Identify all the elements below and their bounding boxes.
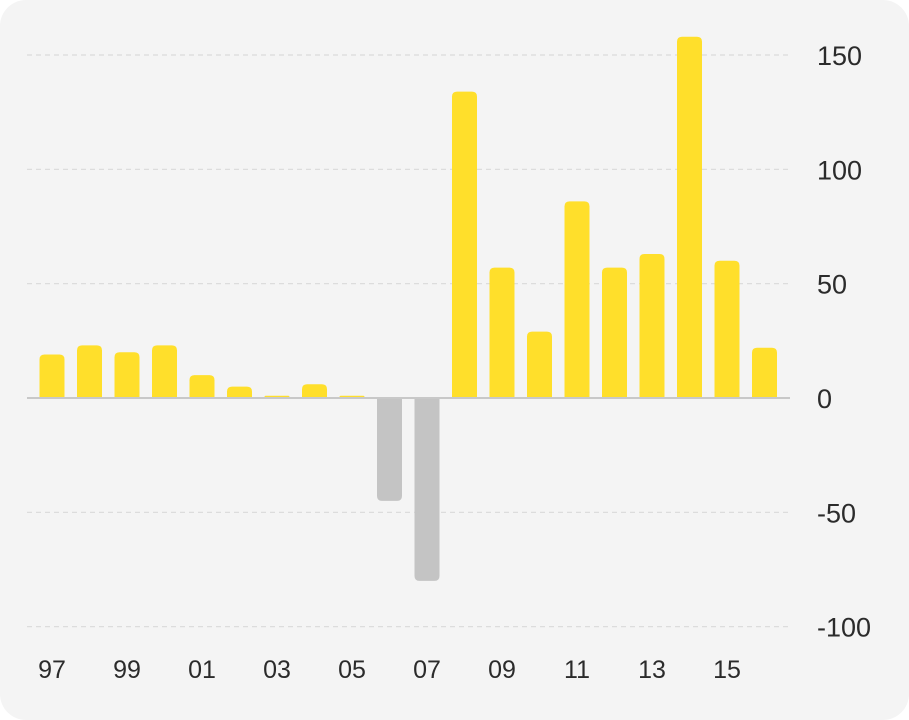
x-tick-label: 05 [338,656,366,684]
y-tick-label: -100 [817,613,871,643]
x-tick-label: 13 [638,656,666,684]
bar-2006 [377,398,402,501]
bar-2010 [527,331,552,398]
bar-2012 [602,267,627,398]
bar-1999 [114,352,140,398]
x-tick-label: 09 [488,656,516,684]
x-tick-label: 07 [413,656,441,684]
bar-2013 [639,253,665,398]
x-tick-label: 03 [263,656,291,684]
bar-2008 [452,91,477,398]
bar-1998 [77,345,102,398]
y-tick-label: -50 [817,498,856,528]
y-tick-label: 150 [817,41,862,71]
y-tick-label: 50 [817,270,847,300]
bar-2016 [752,347,777,398]
y-tick-label: 0 [817,384,832,414]
bar-2015 [714,260,740,398]
bar-2009 [489,267,515,398]
bar-2004 [302,384,327,398]
bar-2001 [189,375,215,398]
x-tick-label: 01 [188,656,216,684]
bar-2007 [414,398,440,581]
x-tick-label: 97 [38,656,66,684]
y-tick-label: 100 [817,155,862,185]
bar-2000 [152,345,177,398]
bar-2011 [564,201,590,398]
bar-2014 [677,36,702,398]
x-tick-label: 15 [713,656,741,684]
x-tick-label: 99 [113,656,141,684]
bar-2002 [227,386,252,398]
bar-1997 [39,354,65,398]
x-tick-label: 11 [564,656,590,684]
